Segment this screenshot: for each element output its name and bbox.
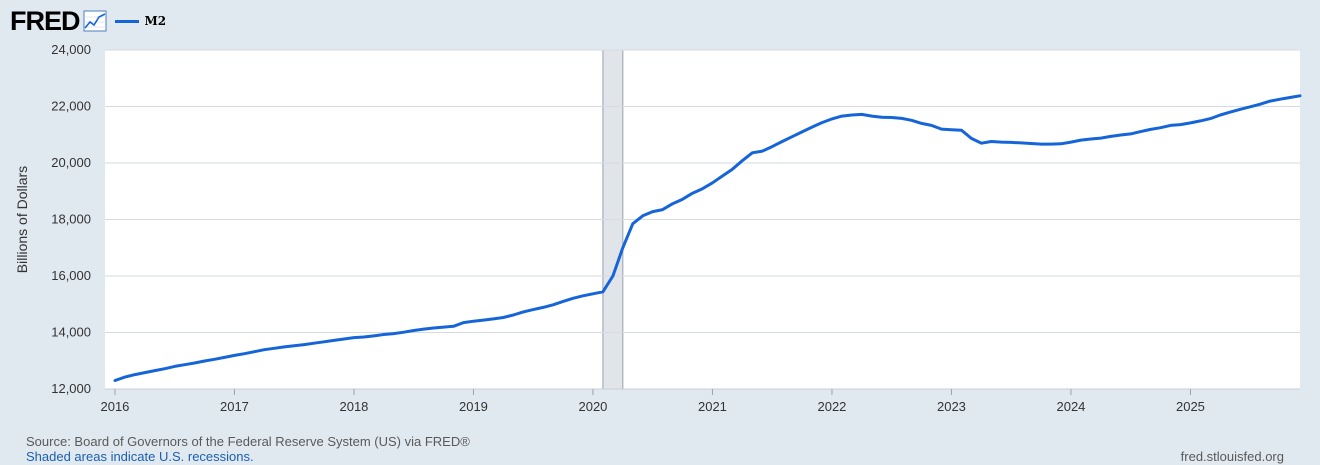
- x-tick-label: 2022: [817, 399, 846, 414]
- recession-note[interactable]: Shaded areas indicate U.S. recessions.: [26, 449, 254, 464]
- chart-line-icon: [83, 10, 106, 32]
- x-tick-label: 2017: [220, 399, 249, 414]
- site-url[interactable]: fred.stlouisfed.org: [1180, 449, 1284, 464]
- y-axis-ticks: 12,000 14,000 16,000 18,000 20,000 22,000 24,0…: [51, 42, 91, 396]
- x-tick-label: 2020: [578, 399, 607, 414]
- x-tick-label: 2018: [339, 399, 368, 414]
- chart-header: FRED M2: [10, 6, 166, 36]
- fred-logo[interactable]: FRED: [10, 5, 80, 36]
- series-line: [113, 94, 1302, 382]
- x-tick-label: 2019: [459, 399, 488, 414]
- y-tick-label: 12,000: [51, 381, 91, 396]
- x-tick-label: 2024: [1056, 399, 1085, 414]
- y-tick-label: 18,000: [51, 212, 91, 227]
- legend-label: M2: [144, 14, 167, 28]
- source-text: Source: Board of Governors of the Federa…: [26, 434, 470, 449]
- x-tick-label: 2025: [1176, 399, 1205, 414]
- y-tick-label: 16,000: [51, 268, 91, 283]
- y-tick-label: 14,000: [51, 325, 91, 340]
- x-tick-label: 2016: [100, 399, 129, 414]
- legend-swatch: [114, 19, 139, 23]
- legend[interactable]: M2: [114, 14, 167, 28]
- footer-left: Source: Board of Governors of the Federa…: [26, 434, 470, 464]
- chart: 12,000 14,000 16,000 18,000 20,000 22,000 24,0…: [14, 42, 1302, 414]
- x-tick-label: 2021: [698, 399, 727, 414]
- y-tick-label: 20,000: [51, 155, 91, 170]
- x-axis-ticks: 2016 2017 2018 2019 2020 2021 2022 2023 2024 2025: [100, 388, 1300, 414]
- y-tick-label: 22,000: [51, 99, 91, 114]
- x-tick-label: 2023: [937, 399, 966, 414]
- series-lines: [113, 94, 1302, 382]
- y-tick-label: 24,000: [51, 42, 91, 57]
- y-axis-title: Billions of Dollars: [14, 166, 30, 273]
